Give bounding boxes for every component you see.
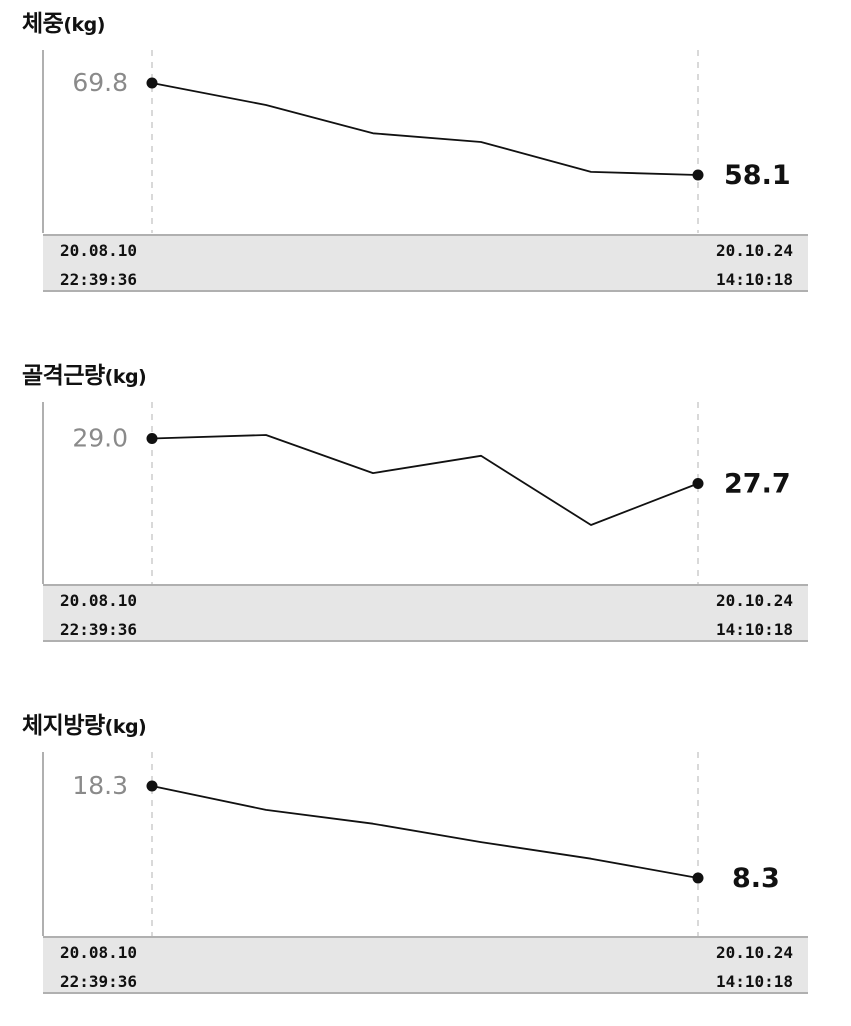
start-point — [146, 77, 158, 89]
end-time: 14:10:18 — [715, 972, 793, 991]
end-time: 14:10:18 — [715, 620, 793, 639]
start-value-label: 18.3 — [72, 771, 128, 800]
chart-title: 골격근량(kg) — [22, 356, 147, 390]
end-point — [692, 872, 704, 884]
series-line — [151, 785, 699, 879]
date-footer: 20.08.10 22:39:36 20.10.24 14:10:18 — [43, 234, 808, 292]
chart-panel-weight: 체중(kg) 69.8 58.1 20.08.10 22:39:36 20.10.… — [0, 4, 851, 324]
start-time: 22:39:36 — [60, 620, 138, 639]
line-chart: 29.0 27.7 — [42, 402, 791, 584]
series-line — [151, 82, 699, 176]
end-date: 20.10.24 — [715, 591, 793, 610]
start-value-label: 29.0 — [72, 424, 128, 453]
start-point — [146, 780, 158, 792]
start-date: 20.08.10 — [60, 943, 138, 962]
start-time: 22:39:36 — [60, 270, 138, 289]
end-value-label: 8.3 — [732, 863, 780, 894]
series-line — [151, 434, 699, 526]
start-date: 20.08.10 — [60, 591, 138, 610]
start-time: 22:39:36 — [60, 972, 138, 991]
chart-unit: (kg) — [104, 366, 147, 388]
end-date: 20.10.24 — [715, 943, 793, 962]
chart-title: 체중(kg) — [22, 4, 105, 38]
chart-unit: (kg) — [63, 14, 105, 36]
end-point — [692, 169, 704, 181]
start-point — [146, 433, 158, 444]
date-footer: 20.08.10 22:39:36 20.10.24 14:10:18 — [43, 936, 808, 994]
start-date: 20.08.10 — [60, 241, 138, 260]
end-point — [692, 478, 704, 489]
line-chart: 69.8 58.1 — [42, 50, 791, 233]
chart-panel-fat: 체지방량(kg) 18.3 8.3 20.08.10 22:39:36 20.10… — [0, 706, 851, 1026]
end-time: 14:10:18 — [715, 270, 793, 289]
chart-title-text: 골격근량 — [22, 363, 105, 389]
chart-title-text: 체중 — [22, 11, 64, 37]
end-date: 20.10.24 — [715, 241, 793, 260]
date-footer: 20.08.10 22:39:36 20.10.24 14:10:18 — [43, 584, 808, 642]
start-value-label: 69.8 — [72, 68, 128, 97]
end-value-label: 58.1 — [724, 160, 791, 191]
chart-panel-muscle: 골격근량(kg) 29.0 27.7 20.08.10 22:39:36 20.1… — [0, 356, 851, 676]
end-value-label: 27.7 — [724, 469, 791, 500]
chart-unit: (kg) — [104, 716, 147, 738]
line-chart: 18.3 8.3 — [42, 752, 780, 936]
chart-title-text: 체지방량 — [22, 713, 105, 739]
chart-title: 체지방량(kg) — [22, 706, 147, 740]
